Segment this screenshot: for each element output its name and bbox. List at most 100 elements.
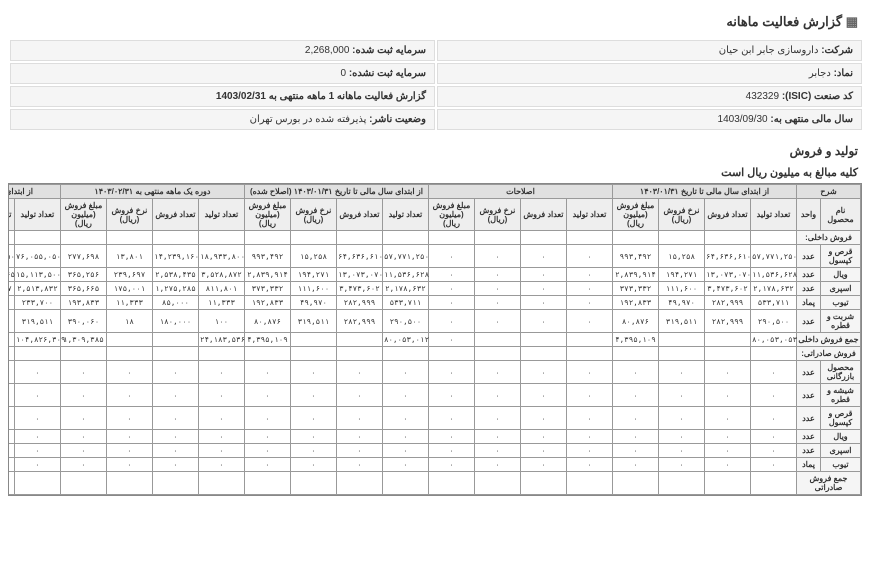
cell: ۴,۳۹۵,۱۰۹: [612, 333, 658, 347]
cell: ۰: [336, 361, 382, 384]
cell: ۰: [106, 444, 152, 458]
cell: ۰: [106, 361, 152, 384]
cell: ۰: [60, 407, 106, 430]
col-name: نام محصول: [821, 199, 861, 231]
col-sub: تعداد تولید: [14, 199, 60, 231]
cell: ۰: [520, 361, 566, 384]
cell: [290, 333, 336, 347]
cell: ۰: [244, 430, 290, 444]
cell: ۸۵,۰۰۰: [152, 296, 198, 310]
cell: ۰: [520, 444, 566, 458]
cell: ۲۸۲,۹۹۹: [336, 310, 382, 333]
cell: ۰: [428, 361, 474, 384]
cell: ۰: [14, 458, 60, 472]
cell: ۱۳,۸۰۱: [106, 245, 152, 268]
cell: [659, 333, 705, 347]
cell: ۰: [474, 458, 520, 472]
cell: ۱۴,۲۳۹,۱۶۰: [152, 245, 198, 268]
cell: ۰: [14, 430, 60, 444]
cell: ۱۱,۵۳۶,۶۲۸: [751, 268, 797, 282]
cell: ۳,۷۱۳,۸۸۷: [8, 282, 14, 296]
cell: ۰: [659, 407, 705, 430]
cell: ۰: [244, 384, 290, 407]
cell: ۰: [520, 310, 566, 333]
cell: [8, 472, 14, 495]
cell: ۰: [336, 430, 382, 444]
cell: ۰: [566, 361, 612, 384]
cell: ۰: [198, 430, 244, 444]
product-name: ویال: [821, 268, 861, 282]
cell: ۰: [705, 407, 751, 430]
cell: ۰: [474, 282, 520, 296]
cell: ۴۹,۹۷۰: [290, 296, 336, 310]
cell: [705, 231, 751, 245]
cell: [382, 472, 428, 495]
cell: ۰: [290, 430, 336, 444]
cell: ۲۸۲,۹۹۹: [705, 310, 751, 333]
cell: ۰: [428, 430, 474, 444]
cell: ۰: [751, 458, 797, 472]
col-sub: نرخ فروش (ریال): [474, 199, 520, 231]
cell: [290, 347, 336, 361]
cell: ۲,۵۳۸,۴۳۵: [152, 268, 198, 282]
cell: ۰: [474, 444, 520, 458]
section-row: جمع فروش صادراتی: [797, 472, 861, 495]
cell: ۱۹۴,۲۷۱: [659, 268, 705, 282]
section-row: فروش داخلی:: [797, 231, 861, 245]
cell: ۰: [8, 407, 14, 430]
cell: ۹۹۳,۴۹۲: [612, 245, 658, 268]
cell: ۲۳۹,۶۹۷: [106, 268, 152, 282]
cell: [659, 472, 705, 495]
cell: ۰: [659, 430, 705, 444]
cell: ۰: [244, 458, 290, 472]
cell: ۵۳۳,۷۱۱: [751, 296, 797, 310]
cell: ۰: [751, 430, 797, 444]
cell: ۰: [8, 384, 14, 407]
cell: ۰: [382, 458, 428, 472]
product-unit: عدد: [797, 268, 821, 282]
cell: ۵۷,۷۷۱,۲۵۰: [382, 245, 428, 268]
cell: ۰: [566, 245, 612, 268]
section-title: تولید و فروش: [8, 132, 862, 162]
cell: ۰: [152, 407, 198, 430]
cell: ۰: [520, 407, 566, 430]
info-capital-unreg: سرمایه ثبت نشده: 0: [10, 63, 435, 84]
data-table: شرحاز ابتدای سال مالی تا تاریخ ۱۴۰۳/۰۱/۳…: [8, 184, 861, 495]
product-name: قرص و کپسول: [821, 407, 861, 430]
cell: [751, 231, 797, 245]
cell: ۱۹۴,۲۷۱: [290, 268, 336, 282]
cell: ۱۱۱,۶۰۰: [659, 282, 705, 296]
cell: ۰: [659, 361, 705, 384]
product-name: شیشه و قطره: [821, 384, 861, 407]
cell: ۰: [751, 444, 797, 458]
cell: ۴,۳۹۵,۱۰۹: [244, 333, 290, 347]
cell: ۲۳۳,۷۰۰: [8, 296, 14, 310]
col-sub: تعداد فروش: [520, 199, 566, 231]
cell: [520, 333, 566, 347]
cell: ۰: [290, 444, 336, 458]
cell: ۱۸: [106, 310, 152, 333]
cell: [428, 347, 474, 361]
cell: ۰: [612, 430, 658, 444]
col-sub: نرخ فروش (ریال): [106, 199, 152, 231]
cell: ۱۹۲,۸۳۳: [612, 296, 658, 310]
cell: ۰: [106, 430, 152, 444]
cell: ۰: [612, 458, 658, 472]
cell: [520, 472, 566, 495]
cell: ۰: [474, 407, 520, 430]
cell: [8, 333, 14, 347]
cell: [60, 472, 106, 495]
product-unit: عدد: [797, 310, 821, 333]
cell: [428, 231, 474, 245]
cell: ۰: [428, 245, 474, 268]
cell: [152, 472, 198, 495]
cell: [336, 472, 382, 495]
product-name: اسپری: [821, 282, 861, 296]
cell: ۰: [106, 407, 152, 430]
cell: [520, 231, 566, 245]
cell: ۱۸۰,۰۰۰: [152, 310, 198, 333]
col-sub: تعداد فروش: [152, 199, 198, 231]
cell: ۳۶۵,۶۶۵: [60, 282, 106, 296]
cell: ۰: [428, 384, 474, 407]
cell: ۰: [14, 361, 60, 384]
